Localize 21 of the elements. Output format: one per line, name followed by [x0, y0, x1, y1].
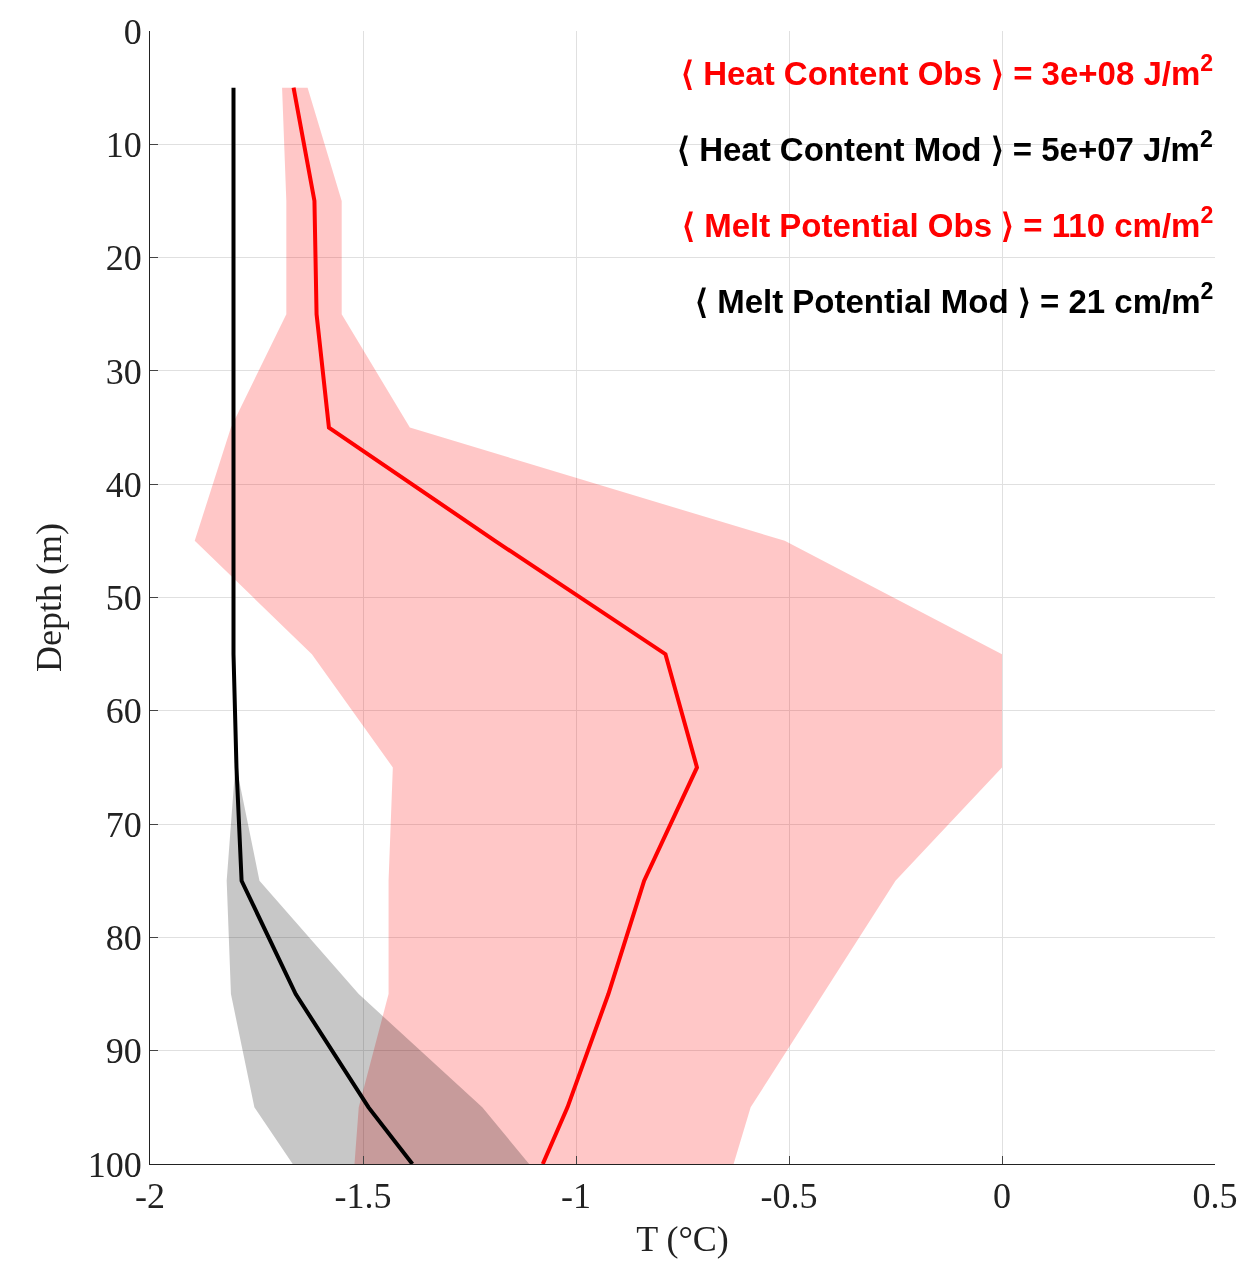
y-tick-label: 70 [105, 804, 142, 845]
x-tick-label: -0.5 [760, 1176, 818, 1217]
x-tick-label: 0 [993, 1176, 1011, 1217]
y-tick-label: 30 [105, 351, 142, 392]
y-tick-label: 10 [105, 124, 142, 165]
annotation: ⟨ Melt Potential Obs ⟩ = 110 cm/m$^{2}$ [682, 202, 1214, 244]
x-axis-title: T (°C) [636, 1218, 729, 1259]
y-tick-label: 40 [105, 464, 142, 505]
y-tick-label: 90 [105, 1031, 142, 1072]
y-tick-label: 0 [123, 11, 142, 52]
annotation: ⟨ Heat Content Obs ⟩ = 3e+08 J/m$^{2}$ [681, 50, 1214, 92]
y-tick-label: 80 [105, 918, 142, 958]
y-tick-label: 20 [105, 238, 142, 279]
annotation: ⟨ Melt Potential Mod ⟩ = 21 cm/m$^{2}$ [695, 278, 1214, 320]
y-axis-title: Depth (m) [28, 523, 69, 672]
annotation: ⟨ Heat Content Mod ⟩ = 5e+07 J/m$^{2}$ [677, 126, 1213, 168]
x-tick-label: -1 [561, 1176, 591, 1217]
y-tick-label: 50 [105, 578, 142, 619]
x-tick-label: 0.5 [1192, 1176, 1238, 1217]
x-tick-label: -1.5 [334, 1176, 392, 1217]
y-tick-label: 60 [105, 691, 142, 732]
